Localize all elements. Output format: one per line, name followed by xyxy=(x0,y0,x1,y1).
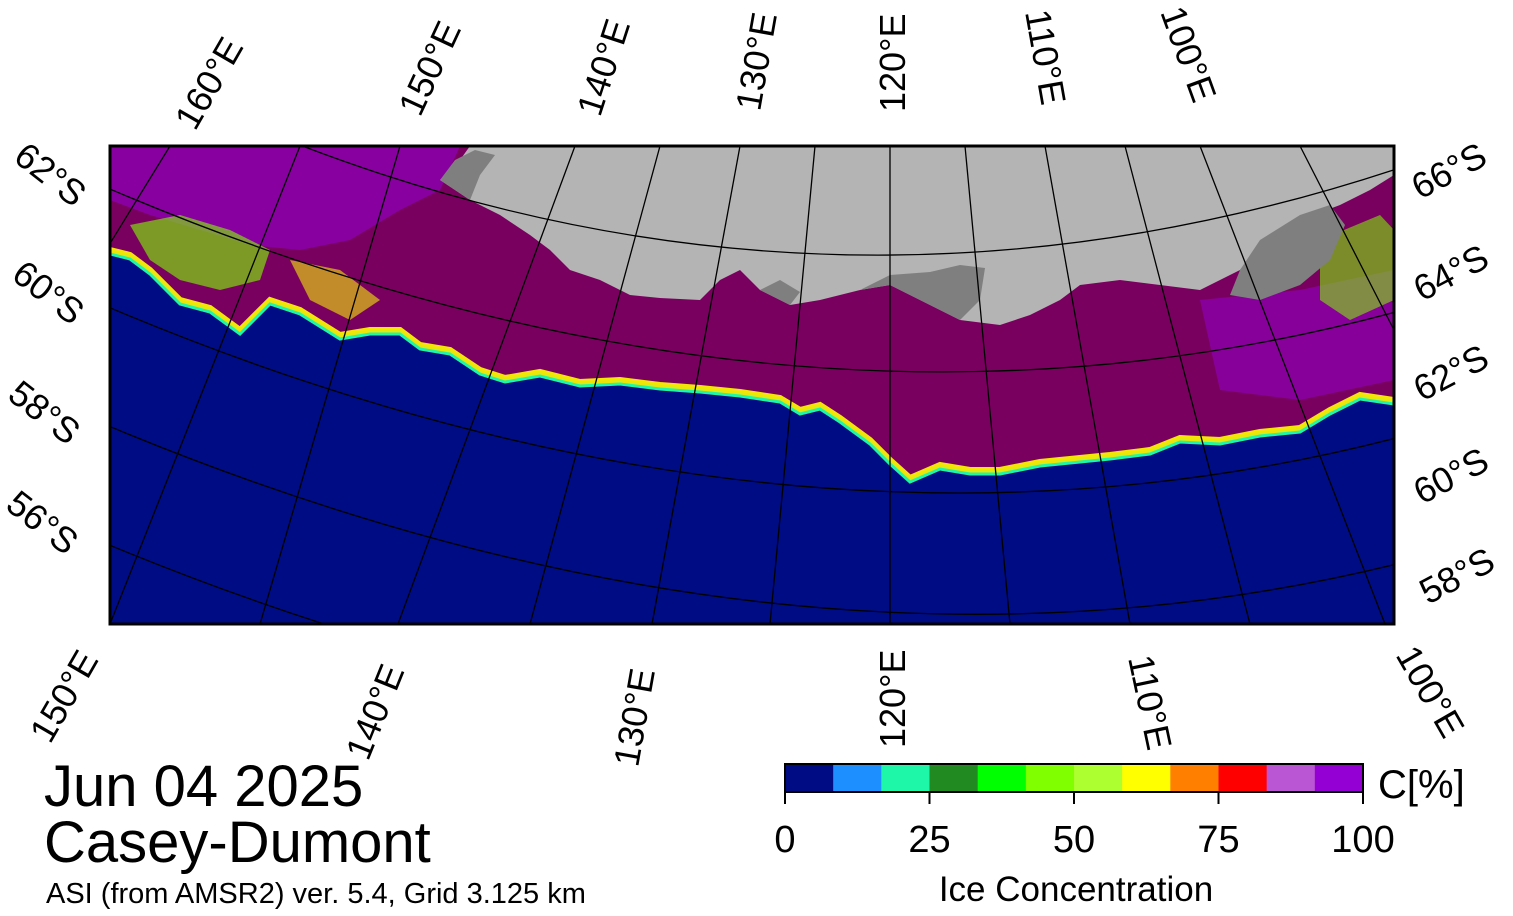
meridian-100e xyxy=(1199,146,1386,624)
ice-edge-green xyxy=(110,252,1394,484)
latitude-line-60s xyxy=(110,307,1394,494)
latitude-lines xyxy=(110,0,1513,624)
meridian-95e xyxy=(1299,146,1394,331)
ice-shelf-4 xyxy=(760,280,800,305)
colorbar-tick-marks xyxy=(784,792,1364,804)
colorbar-swatch xyxy=(1074,764,1123,792)
right-lat-label: 60°S xyxy=(1407,439,1496,512)
colorbar-swatch xyxy=(929,764,979,792)
top-lon-label: 110°E xyxy=(1017,6,1074,107)
right-lat-label: 66°S xyxy=(1405,134,1494,207)
ice-shelf-2 xyxy=(860,265,985,320)
meridian-115e xyxy=(964,146,1011,624)
antarctic-land xyxy=(440,146,1394,325)
right-lat-label: 62°S xyxy=(1407,336,1496,409)
top-lon-label: 120°E xyxy=(872,14,913,112)
latitude-line-58s xyxy=(110,425,1394,615)
meridian-125e xyxy=(769,146,816,624)
colorbar-swatch xyxy=(833,764,882,792)
ice-shelf xyxy=(1230,205,1345,300)
top-lon-label: 150°E xyxy=(390,15,469,122)
colorbar-swatch xyxy=(1314,764,1364,792)
colorbar-tick-label: 25 xyxy=(908,819,950,861)
date-title: Jun 04 2025 xyxy=(44,754,364,819)
right-latitude-labels: 66°S 64°S 62°S 60°S 58°S xyxy=(1405,134,1502,612)
colorbar-tick-label: 50 xyxy=(1053,819,1095,861)
bottom-longitude-labels: 150°E 140°E 130°E 120°E 110°E 100°E xyxy=(21,639,1472,770)
colorbar-unit-label: C[%] xyxy=(1378,763,1465,807)
right-lat-label: 58°S xyxy=(1413,539,1502,612)
latitude-line-62s xyxy=(110,188,1394,373)
bottom-lon-label: 150°E xyxy=(21,643,106,749)
left-lat-label: 60°S xyxy=(5,252,92,333)
colorbar-swatch xyxy=(1266,764,1316,792)
bottom-lon-label: 100°E xyxy=(1388,639,1473,745)
top-lon-label: 130°E xyxy=(728,9,785,113)
longitude-lines xyxy=(110,146,1394,624)
colorbar-tick-label: 100 xyxy=(1331,819,1394,861)
colorbar-tick-labels: 0 25 50 75 100 xyxy=(774,819,1394,861)
ice-shelf-3 xyxy=(440,150,495,200)
top-lon-label: 160°E xyxy=(166,30,251,136)
product-subtitle: ASI (from AMSR2) ver. 5.4, Grid 3.125 km xyxy=(46,878,586,910)
ice-edge-yellow xyxy=(110,247,1394,482)
right-lat-label: 64°S xyxy=(1407,236,1496,309)
latitude-line-56s xyxy=(110,544,327,624)
latitude-line-66s xyxy=(110,0,1513,143)
map-frame xyxy=(108,144,1396,626)
bottom-lon-label: 110°E xyxy=(1120,651,1180,753)
left-lat-label: 62°S xyxy=(7,134,94,215)
meridian-150e-a xyxy=(110,146,301,624)
left-latitude-labels: 62°S 60°S 58°S 56°S xyxy=(0,134,94,563)
meridian-150e-b xyxy=(259,146,401,624)
bottom-lon-label: 120°E xyxy=(872,650,913,748)
top-longitude-labels: 160°E 150°E 140°E 130°E 120°E 110°E 100°… xyxy=(166,1,1224,136)
colorbar-swatch xyxy=(1122,764,1171,792)
latitude-line-64s xyxy=(300,146,1394,256)
colorbar-swatch xyxy=(1170,764,1219,792)
meridian-160e xyxy=(110,146,171,245)
meridian-130e xyxy=(651,146,741,624)
colorbar-swatch xyxy=(1025,764,1075,792)
region-title: Casey-Dumont xyxy=(44,810,431,875)
colorbar-swatch xyxy=(1218,764,1268,792)
ice-patch-west-green xyxy=(130,215,270,290)
colorbar-tick-label: 75 xyxy=(1197,819,1239,861)
meridian-140e xyxy=(397,146,576,624)
colorbar-swatches xyxy=(785,764,1364,792)
bottom-lon-label: 140°E xyxy=(337,658,412,765)
bottom-lon-label: 130°E xyxy=(606,665,663,769)
left-lat-label: 56°S xyxy=(0,482,86,563)
colorbar-swatch xyxy=(977,764,1027,792)
colorbar-title: Ice Concentration xyxy=(939,870,1213,909)
colorbar: 0 25 50 75 100 C[%] Ice Concentration xyxy=(774,763,1465,909)
colorbar-swatch xyxy=(881,764,930,792)
meridian-135e xyxy=(529,146,661,624)
meridian-110e xyxy=(1044,146,1131,624)
colorbar-tick-label: 0 xyxy=(774,819,795,861)
left-lat-label: 58°S xyxy=(1,372,88,453)
top-lon-label: 140°E xyxy=(569,14,638,120)
ice-patch-west-yellow xyxy=(290,260,380,320)
top-lon-label: 100°E xyxy=(1152,1,1224,108)
meridian-105e xyxy=(1124,146,1251,624)
colorbar-swatch xyxy=(785,764,834,792)
map-panel xyxy=(110,0,1513,624)
